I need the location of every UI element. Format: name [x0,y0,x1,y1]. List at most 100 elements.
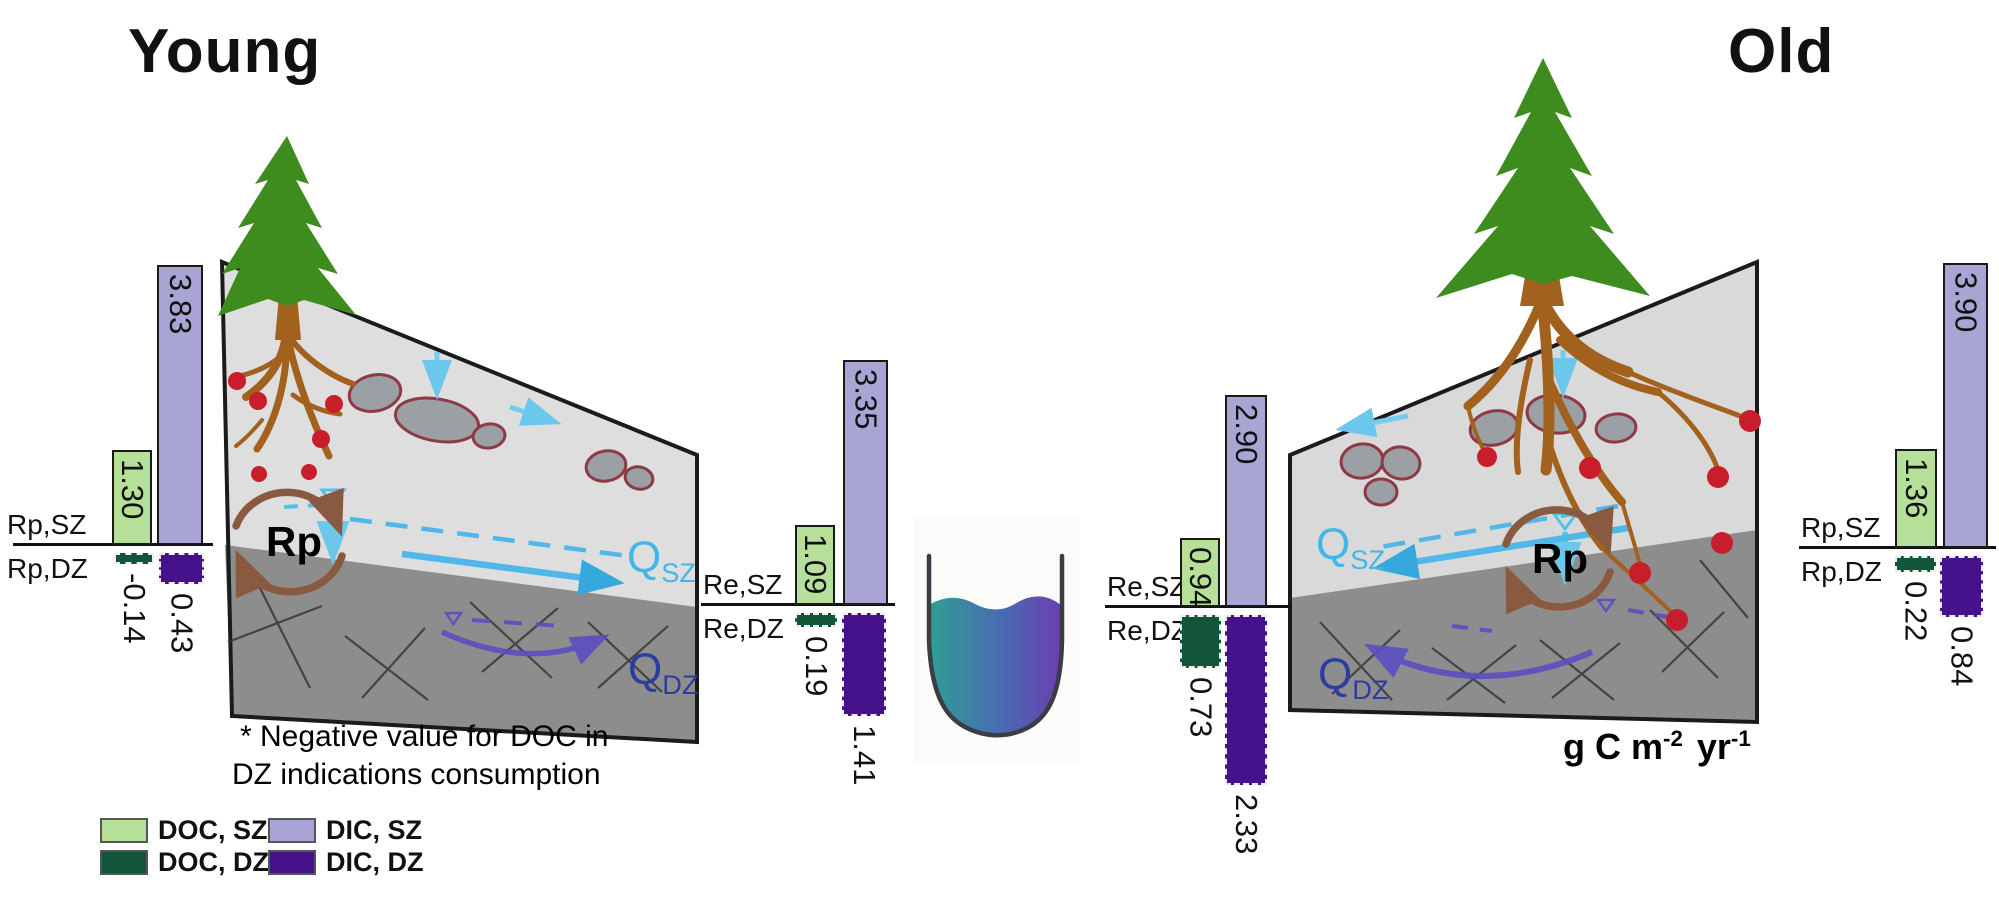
negative-value-note: * Negative value for DOC in DZ indicatio… [232,718,609,794]
bar-value-label: 0.22 [1898,581,1934,642]
q-symbol: Q [627,533,662,582]
bar-value-label: 0.73 [1183,677,1219,738]
bar-value-label: 0.84 [1944,626,1980,687]
rp-label-young: Rp [266,518,322,565]
bar-doc-sz [112,450,152,545]
rp-cycle-arrow-old [1502,505,1614,615]
bar-doc-dz [1895,556,1936,572]
legend-label: DOC, SZ [158,815,268,845]
chart-label-re-dz: Re,DZ [703,613,784,644]
sz-subscript: SZ [661,556,697,588]
bar-value-label: 3.35 [848,369,884,430]
bar-dic-dz [159,553,204,584]
infiltration-arrow-icons-old [1335,350,1578,438]
bar-doc-dz [114,553,154,564]
bar-value-label: 2.90 [1229,404,1264,465]
chart-label-rp-dz: Rp,DZ [7,553,88,584]
legend-item-doc-sz: DOC, SZ [100,815,268,846]
qdz-flow-arrow-old [1364,598,1669,679]
tree-canopy [1436,58,1650,298]
bar-dic-sz [843,360,888,605]
stream-water-beaker [914,516,1080,762]
bar-value-label: 1.30 [115,459,150,520]
note-line-2: DZ indications consumption [232,758,601,791]
qsz-flow-arrow-young [349,516,629,596]
infiltration-arrow-icons-young [422,352,562,426]
q-symbol: Q [1318,650,1353,699]
tree-roots-old [1463,292,1751,619]
bar-value-label: 2.33 [1229,794,1264,855]
bar-value-label: 3.90 [1948,272,1984,333]
legend-label: DOC, DZ [158,847,269,877]
legend-label: DIC, SZ [326,815,423,845]
bar-doc-dz [795,613,837,627]
bar-dic-sz [157,265,203,545]
chart-label-rp-dz: Rp,DZ [1801,556,1882,587]
bar-dic-dz [842,613,886,716]
qsz-label-old: QSZ [1316,520,1385,576]
bar-value-label: 0.43 [164,593,200,654]
bar-value-label: 1.36 [1899,458,1934,519]
legend-item-dic-sz: DIC, SZ [268,815,422,846]
doc-particles-old [1477,410,1761,631]
doc-sz-swatch [100,818,148,843]
bar-value-label: 0.19 [799,636,834,697]
dz-subscript: DZ [1352,673,1389,705]
tree-canopy [218,136,356,316]
flux-chart-old-rp: Rp,SZ Rp,DZ 1.36 3.90 0.22 0.84 [1799,240,1999,720]
units-label: g C m-2 yr-1 [1563,726,1751,768]
bedrock-fractures-old [1319,559,1749,704]
bar-value-label: 1.41 [847,725,882,786]
bar-value-label: 1.09 [798,534,833,595]
old-title: Old [1728,17,1835,86]
dz-subscript: DZ [662,668,699,700]
dic-dz-swatch [268,850,316,875]
chart-label-rp-sz: Rp,SZ [7,509,87,540]
bar-value-label: 3.83 [163,274,198,335]
legend: DOC, SZ DIC, SZ DOC, DZ DIC, DZ [100,815,460,885]
doc-dz-swatch [100,850,148,875]
chart-label-re-sz: Re,SZ [1107,571,1187,602]
units-base: g C m [1563,726,1664,767]
units-base: yr [1696,726,1731,767]
units-exponent: -1 [1730,726,1751,751]
chart-label-re-dz: Re,DZ [1107,615,1188,646]
bar-doc-sz [1180,538,1220,607]
legend-item-doc-dz: DOC, DZ [100,847,269,878]
tree-trunk [275,295,301,340]
bar-dic-sz [1943,263,1988,548]
bar-dic-dz [1225,615,1267,785]
chart-label-re-sz: Re,SZ [703,569,783,600]
bar-doc-dz [1180,615,1221,668]
q-symbol: Q [628,645,663,694]
qdz-label-young: QDZ [628,645,699,701]
flux-chart-old-re: Re,SZ Re,DZ 0.94 2.90 0.73 2.33 [1105,320,1320,885]
bar-dic-sz [1225,395,1267,607]
rocks-old [1339,393,1638,507]
qsz-label-young: QSZ [627,533,696,589]
qdz-label-old: QDZ [1318,650,1389,706]
legend-item-dic-dz: DIC, DZ [268,847,424,878]
qdz-flow-arrow-young [440,611,610,665]
rp-label-old: Rp [1532,535,1588,582]
bar-dic-dz [1940,556,1983,617]
flux-chart-young-rp: Rp,SZ Rp,DZ 1.30 3.83 -0.14 0.43 [5,235,220,680]
bar-value-label: 0.94 [1183,547,1218,608]
legend-label: DIC, DZ [326,847,424,877]
rp-cycle-arrow-young [232,487,346,599]
chart-label-rp-sz: Rp,SZ [1801,512,1881,543]
sz-subscript: SZ [1350,543,1386,575]
doc-particles-young [228,372,343,482]
dic-sz-swatch [268,818,316,843]
old-tree [1436,58,1751,619]
note-line-1: * Negative value for DOC in [240,720,609,753]
bar-doc-sz [1895,449,1937,548]
flux-chart-young-re: Re,SZ Re,DZ 1.09 3.35 0.19 1.41 [701,320,916,830]
young-title: Young [128,17,322,86]
bar-value-label: -0.14 [117,573,152,644]
bar-doc-sz [795,525,835,605]
q-symbol: Q [1316,520,1351,569]
units-exponent: -2 [1663,726,1683,751]
